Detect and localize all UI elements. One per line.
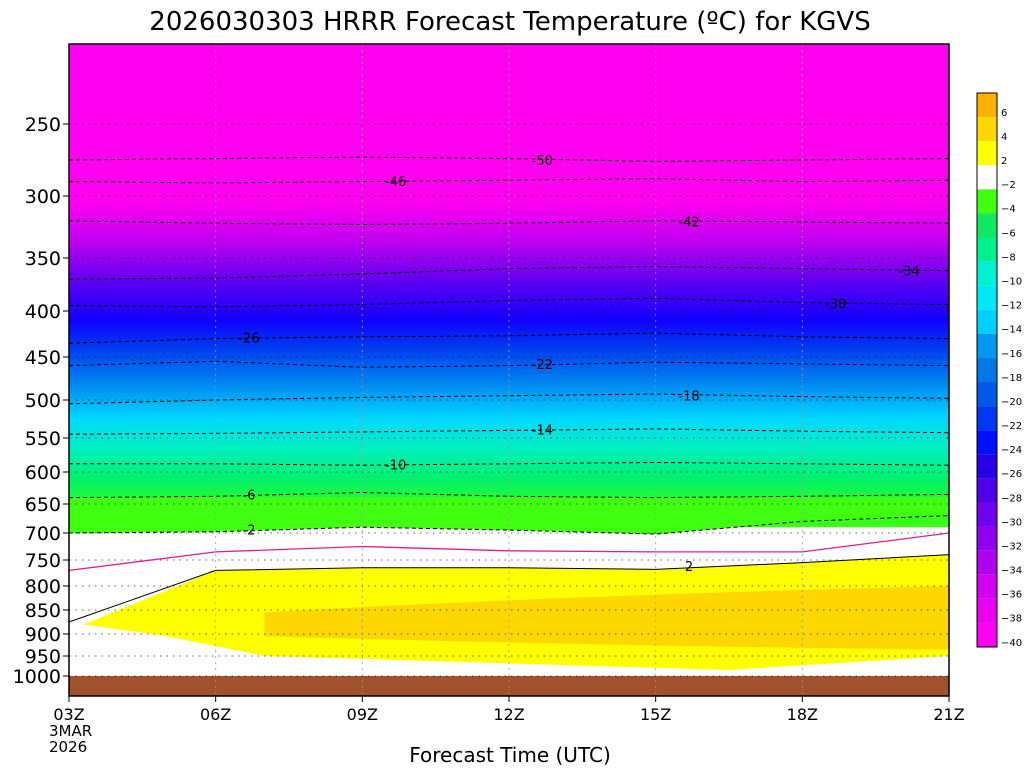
colorbar-swatch [977, 382, 997, 407]
colorbar-label: 2 [1001, 156, 1007, 167]
x-tick-label: 12Z [493, 705, 524, 724]
color-legend: 6 4 2 −2 −4 −6 −8 −10 −12 −14 −16 −18 −20 −22 −24 −26 −2… [976, 92, 1022, 649]
colorbar-swatch [977, 478, 997, 503]
colorbar-swatch [977, 454, 997, 479]
colorbar-swatch [977, 165, 997, 190]
colorbar-label: −36 [1001, 590, 1022, 601]
contour-line [68, 554, 950, 623]
y-tick-label: 350 [25, 248, 61, 270]
x-tick-label: 09Z [347, 705, 378, 724]
colorbar-swatch [977, 237, 997, 262]
contour-label: -10 [385, 459, 406, 474]
colorbar-swatch [977, 406, 997, 431]
y-tick-label: 700 [25, 523, 61, 545]
x-tick-label: 06Z [200, 705, 231, 724]
colorbar-swatch [977, 261, 997, 286]
colorbar-swatch [977, 117, 997, 142]
colorbar-label: −32 [1001, 541, 1022, 552]
y-tick-label: 750 [25, 550, 61, 572]
colorbar-swatch [977, 550, 997, 575]
x-axis-label: Forecast Time (UTC) [409, 743, 611, 767]
contour-label: -50 [532, 154, 553, 169]
colorbar-label: −18 [1001, 373, 1022, 384]
colorbar-label: −28 [1001, 493, 1022, 504]
y-tick-label: 900 [25, 624, 61, 646]
pressure-axis: 2503003504004505005506006507007508008509… [13, 114, 69, 688]
colorbar-label: −26 [1001, 469, 1022, 480]
chart-title: 2026030303 HRRR Forecast Temperature (ºC… [149, 7, 870, 37]
contour-label: 2 [685, 560, 693, 575]
colorbar-label: −2 [1001, 180, 1016, 191]
isotherm-contours: -50-46-42-34-30-26-22-18-14-10-6-22 [68, 154, 950, 623]
colorbar-swatch [977, 502, 997, 527]
colorbar-label: −16 [1001, 349, 1022, 360]
colorbar-label: −40 [1001, 638, 1022, 649]
contour-label: -18 [678, 389, 699, 404]
colorbar-label: 4 [1001, 132, 1007, 143]
colorbar-swatch [977, 574, 997, 599]
colorbar-swatch [977, 285, 997, 310]
contour-label: -22 [532, 358, 553, 373]
colorbar-swatch [977, 622, 997, 647]
colorbar-label: −22 [1001, 421, 1022, 432]
colorbar-swatch [977, 141, 997, 166]
contour-label: -2 [243, 524, 256, 539]
colorbar-swatch [977, 430, 997, 455]
x-tick-label: 03Z [53, 705, 84, 724]
x-tick-label: 21Z [933, 705, 964, 724]
y-tick-label: 250 [25, 114, 61, 136]
colorbar-swatch [977, 526, 997, 551]
colorbar-label: −10 [1001, 276, 1022, 287]
contour-label: -30 [825, 298, 846, 313]
y-tick-label: 400 [25, 301, 61, 323]
y-tick-label: 650 [25, 494, 61, 516]
colorbar-label: −8 [1001, 252, 1016, 263]
colorbar-label: −20 [1001, 397, 1022, 408]
y-tick-label: 300 [25, 186, 61, 208]
y-tick-label: 1000 [13, 666, 61, 688]
colorbar-swatch [977, 213, 997, 238]
colorbar-label: −6 [1001, 228, 1016, 239]
y-tick-label: 800 [25, 576, 61, 598]
colorbar-swatch [977, 189, 997, 214]
x-tick-sublabel: 2026 [49, 738, 87, 756]
x-tick-sublabel: 3MAR [49, 722, 92, 740]
y-tick-label: 500 [25, 390, 61, 412]
colorbar-swatch [977, 309, 997, 334]
colorbar-label: 6 [1001, 108, 1007, 119]
x-tick-label: 18Z [787, 705, 818, 724]
colorbar-swatch [977, 357, 997, 383]
y-tick-label: 850 [25, 600, 61, 622]
contour-label: -6 [243, 488, 256, 503]
contour-label: -42 [678, 215, 699, 230]
colorbar-label: −38 [1001, 614, 1022, 625]
y-tick-label: 450 [25, 347, 61, 369]
freezing-line [68, 532, 950, 572]
contour-label: -34 [898, 265, 919, 280]
colorbar-label: −30 [1001, 517, 1022, 528]
contour-label: -14 [532, 424, 553, 439]
y-tick-label: 600 [25, 462, 61, 484]
colorbar-label: −24 [1001, 445, 1022, 456]
y-tick-label: 550 [25, 428, 61, 450]
colorbar-swatch [977, 333, 997, 358]
colorbar-swatch [977, 598, 997, 623]
colorbar-swatch [977, 93, 997, 118]
colorbar-label: −34 [1001, 566, 1022, 577]
colorbar-label: −14 [1001, 325, 1022, 336]
y-tick-label: 950 [25, 646, 61, 668]
contour-label: -26 [238, 332, 259, 347]
colorbar-frame [976, 92, 998, 648]
green-band-fill [69, 497, 949, 535]
x-tick-label: 15Z [640, 705, 671, 724]
contour-label: -46 [385, 175, 406, 190]
colorbar-label: −4 [1001, 204, 1016, 215]
colorbar-label: −12 [1001, 301, 1022, 312]
